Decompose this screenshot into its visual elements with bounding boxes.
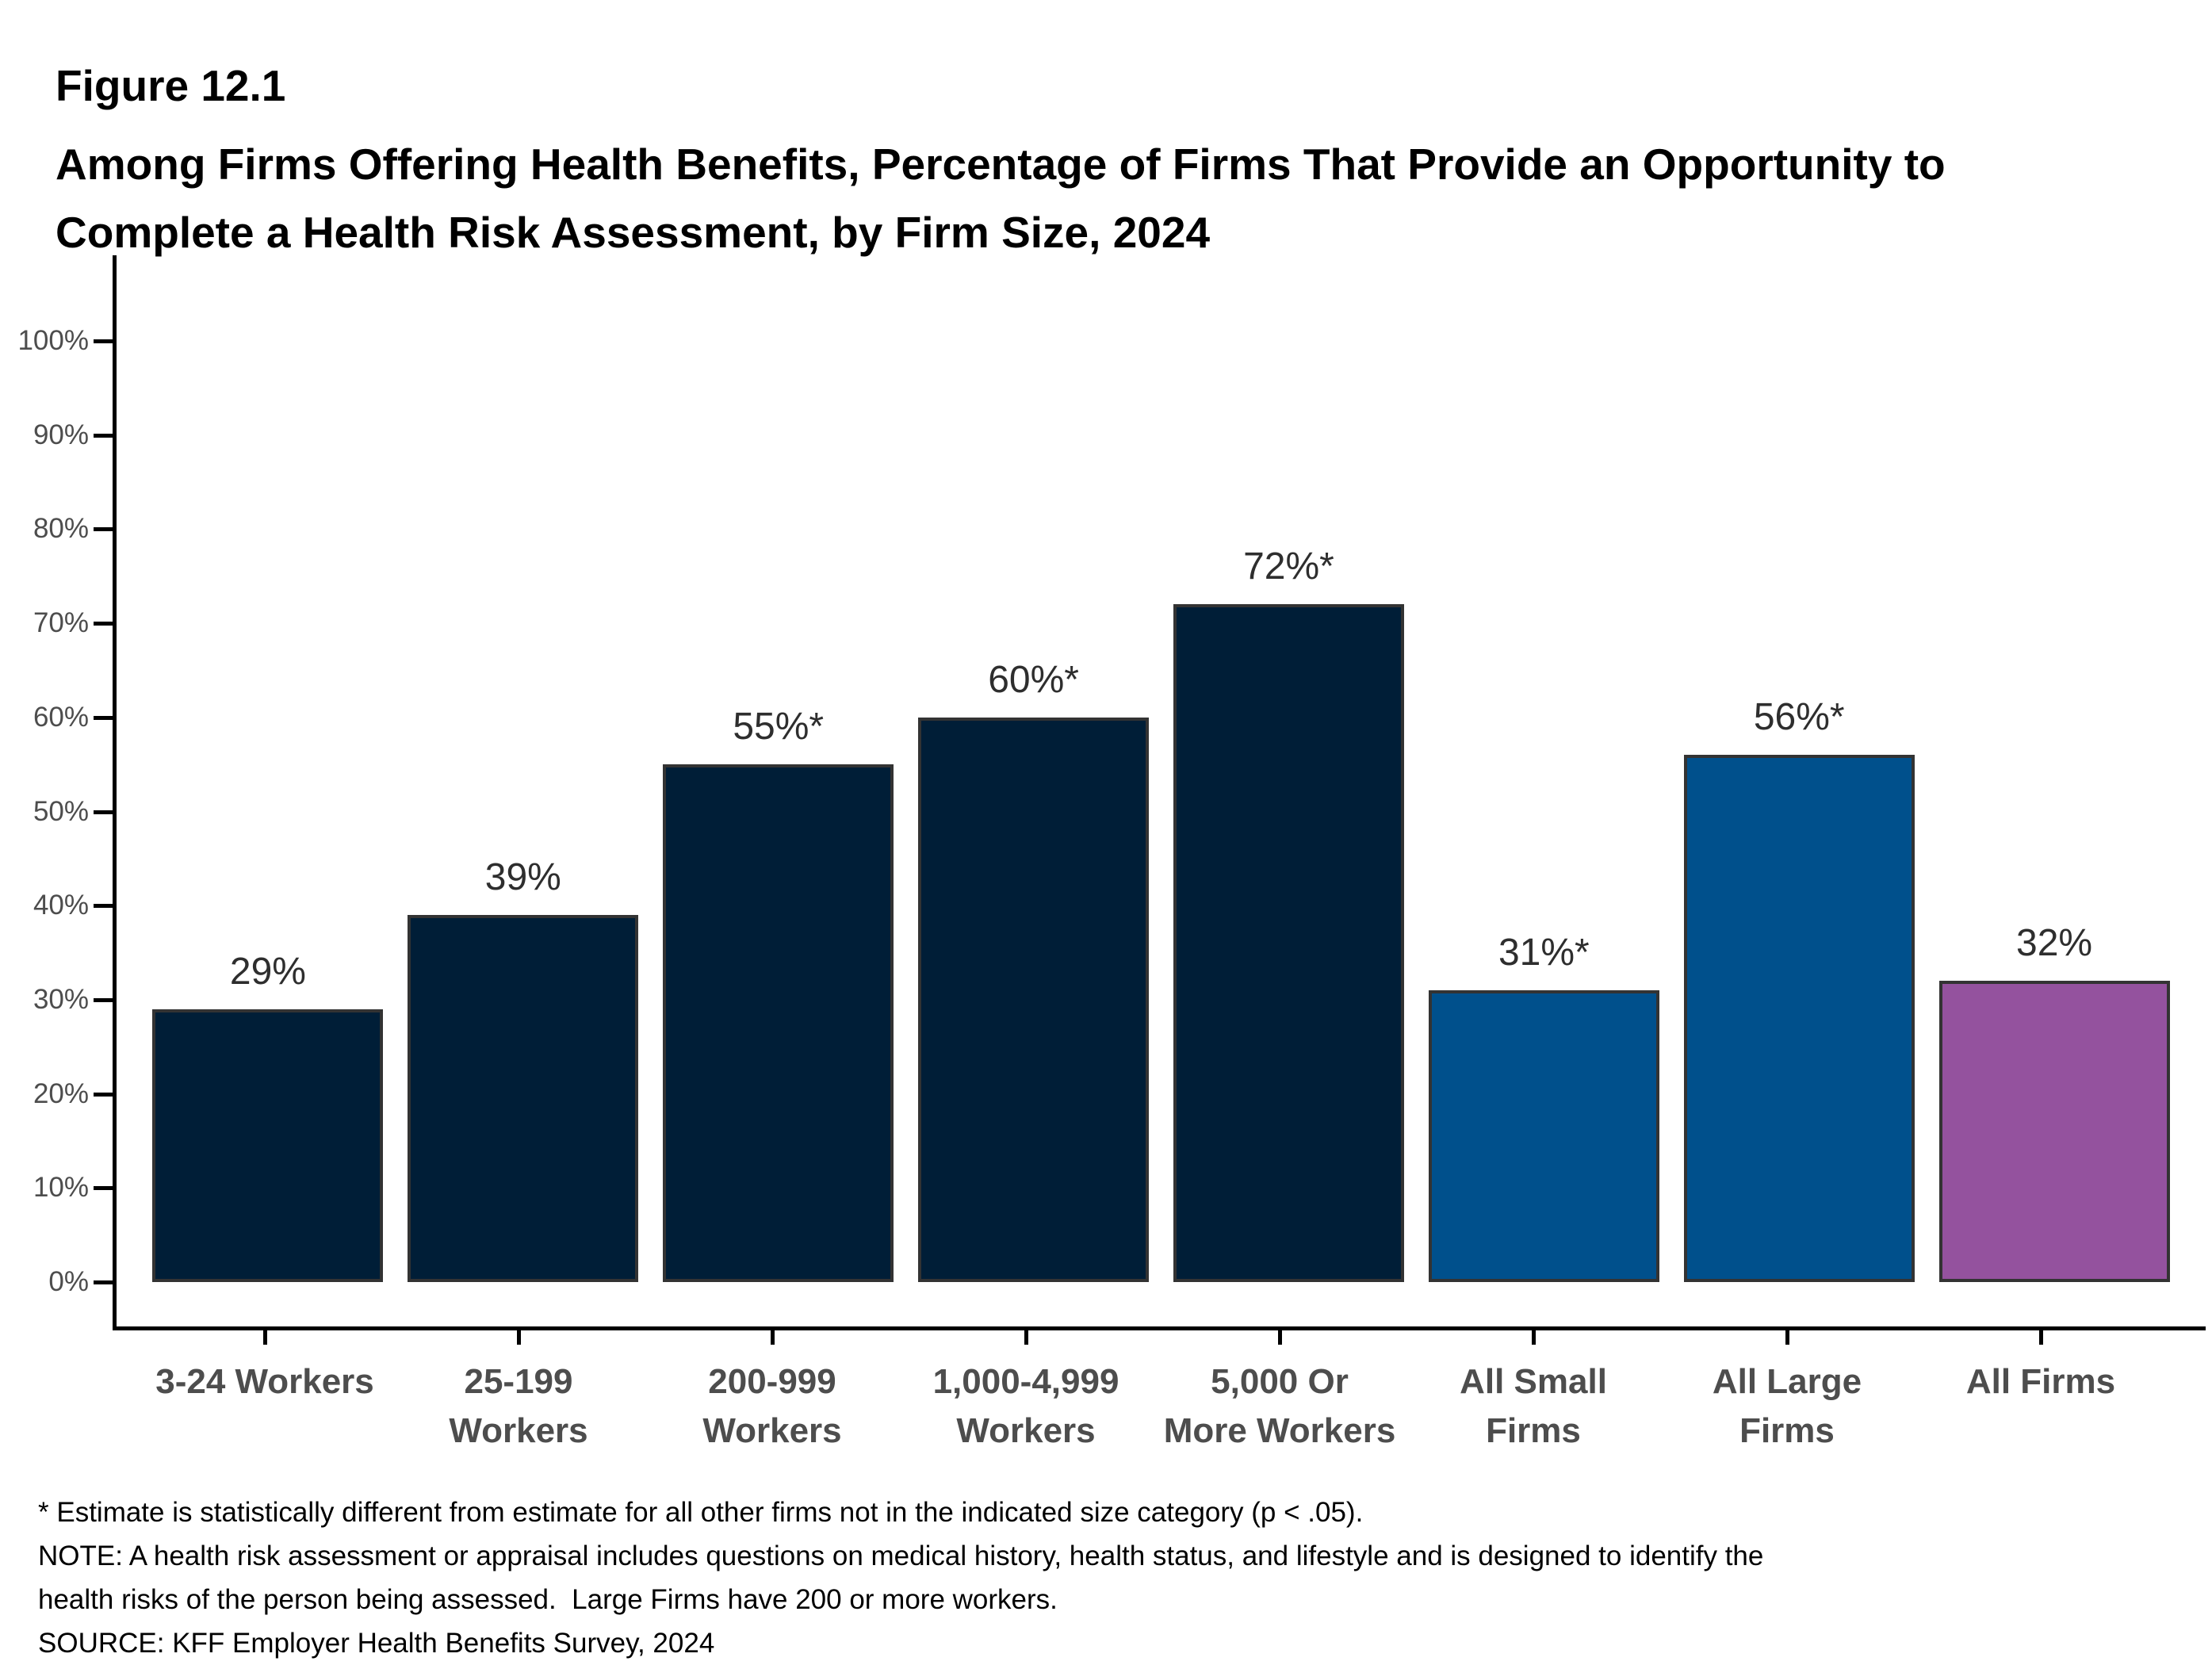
bar-value-label: 39% (484, 856, 561, 898)
bar-value-label: 32% (2016, 922, 2093, 964)
y-axis-tick-label: 100% (17, 325, 89, 356)
bars-row: 29% 39% 55%* 60%* 72%* 31%* 56%* 32% (117, 341, 2206, 1282)
x-axis-tick (517, 1330, 521, 1345)
x-axis-tick (771, 1330, 775, 1345)
y-axis-tick-label: 30% (33, 983, 89, 1015)
bar (152, 1009, 384, 1282)
bar (408, 915, 639, 1282)
x-axis-tick (263, 1330, 267, 1345)
bar-value-label: 56%* (1753, 696, 1845, 738)
y-axis-tick-label: 70% (33, 607, 89, 639)
bar-value-label: 31%* (1498, 932, 1590, 974)
x-axis-tick (2039, 1330, 2043, 1345)
y-axis-tick-label: 0% (48, 1266, 89, 1297)
bar-slot: 32% (1927, 921, 2182, 1282)
figure-title: Among Firms Offering Health Benefits, Pe… (55, 140, 1946, 257)
bar (1683, 755, 1915, 1282)
y-axis-tick (94, 433, 113, 438)
y-axis-tick-label: 90% (33, 419, 89, 450)
y-axis-tick (94, 1092, 113, 1097)
x-axis-tick (1785, 1330, 1789, 1345)
y-axis-tick (94, 622, 113, 626)
x-axis-category-label: 1,000-4,999 Workers (932, 1362, 1119, 1450)
y-axis-tick (94, 810, 113, 814)
x-axis-category-label: 5,000 Or More Workers (1163, 1362, 1396, 1450)
bar-value-label: 55%* (733, 706, 825, 748)
x-axis-category-label: All Firms (1965, 1362, 2116, 1401)
bar (1173, 604, 1404, 1282)
footnotes: * Estimate is statistically different fr… (38, 1497, 1764, 1659)
bar (663, 764, 894, 1282)
bar-slot: 29% (140, 950, 396, 1282)
y-axis-tick (94, 1280, 113, 1284)
bar-slot: 55%* (651, 705, 906, 1282)
y-axis-tick-label: 50% (33, 795, 89, 827)
y-axis-tick (94, 904, 113, 909)
x-axis-category-label: 25-199 Workers (449, 1362, 588, 1450)
y-axis-tick-label: 60% (33, 701, 89, 733)
bar-slot: 60%* (906, 658, 1161, 1282)
x-axis-category-label: All Small Firms (1460, 1362, 1607, 1450)
y-axis-tick (94, 715, 113, 720)
plot-panel: 29% 39% 55%* 60%* 72%* 31%* 56%* 32% (113, 255, 2206, 1330)
x-axis-category-label: All Large Firms (1712, 1362, 1862, 1450)
x-axis-tick (1278, 1330, 1282, 1345)
bar-value-label: 72%* (1243, 545, 1334, 588)
y-axis-tick-label: 10% (33, 1172, 89, 1204)
bar-slot: 39% (396, 855, 651, 1282)
y-axis-tick (94, 527, 113, 532)
bar (1428, 990, 1659, 1282)
bar (1938, 981, 2170, 1282)
y-axis-tick-label: 20% (33, 1077, 89, 1109)
x-axis-tick (1532, 1330, 1536, 1345)
x-axis-category-label: 3-24 Workers (155, 1362, 374, 1401)
y-axis-tick (94, 997, 113, 1002)
y-axis-tick (94, 339, 113, 343)
y-axis-tick-label: 40% (33, 890, 89, 921)
bar-slot: 31%* (1416, 931, 1671, 1282)
figure-header: Figure 12.1 Among Firms Offering Health … (55, 62, 1946, 266)
bar-value-label: 29% (229, 951, 306, 993)
x-axis-category-label: 200-999 Workers (702, 1362, 842, 1450)
figure-number: Figure 12.1 (55, 61, 286, 110)
bar-slot: 56%* (1671, 695, 1927, 1282)
bar-slot: 72%* (1161, 545, 1417, 1282)
y-axis-tick (94, 1186, 113, 1191)
bar-value-label: 60%* (988, 659, 1079, 701)
x-axis-tick (1024, 1330, 1028, 1345)
y-axis-tick-label: 80% (33, 513, 89, 545)
bar (918, 718, 1150, 1282)
